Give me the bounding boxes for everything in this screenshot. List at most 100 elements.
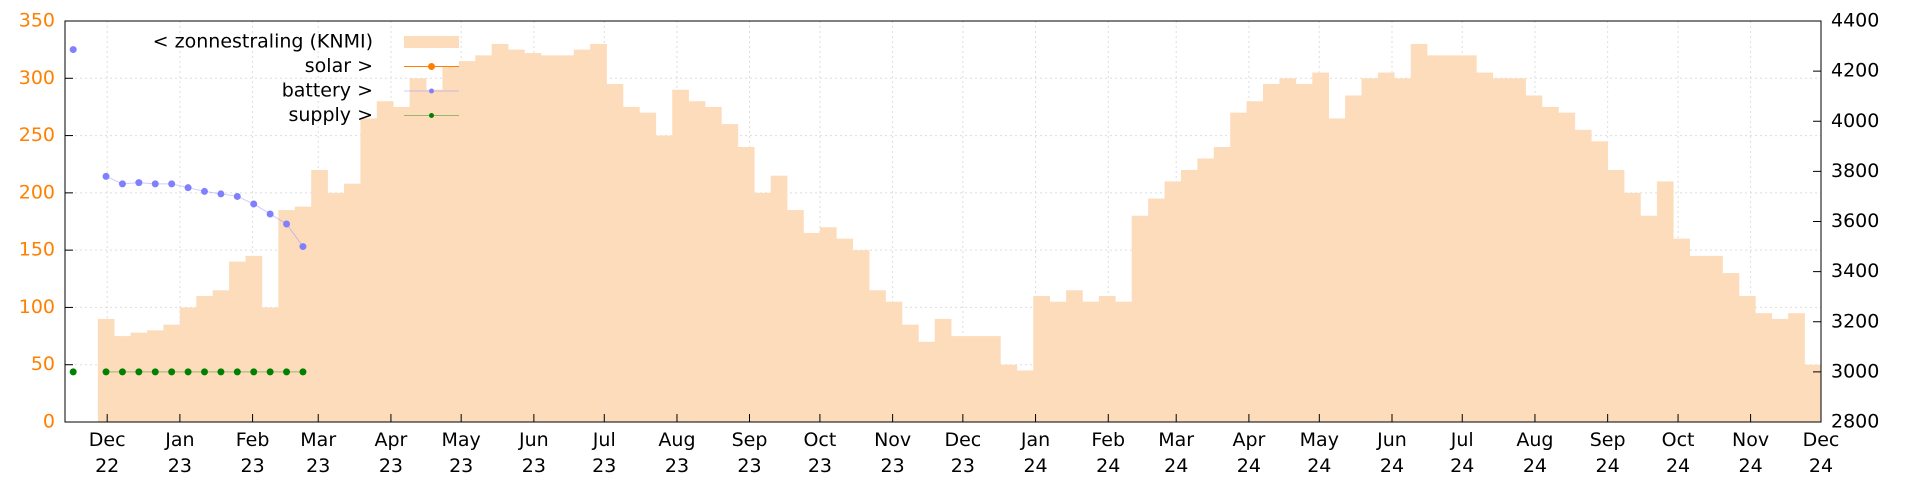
x-tick-label: Aug 24 xyxy=(1516,429,1554,477)
y-tick-label: 250 xyxy=(19,124,55,146)
x-tick-label: Feb 24 xyxy=(1091,429,1126,477)
point xyxy=(250,200,258,208)
bar xyxy=(918,341,936,422)
bar xyxy=(1558,112,1576,423)
bar xyxy=(409,78,427,423)
bar xyxy=(754,192,771,422)
bar xyxy=(491,43,509,423)
bar xyxy=(1328,118,1346,422)
bar xyxy=(1213,147,1231,422)
point xyxy=(102,368,110,376)
bar xyxy=(1377,72,1395,423)
bar xyxy=(1016,370,1034,422)
bar xyxy=(1279,78,1297,423)
bar xyxy=(803,232,821,422)
y-tick-label: 350 xyxy=(19,10,55,32)
y2-tick-label: 4000 xyxy=(1831,110,1879,132)
bar xyxy=(852,250,870,422)
bar xyxy=(1098,295,1116,422)
point xyxy=(200,368,208,376)
point xyxy=(299,368,307,376)
bar xyxy=(1443,55,1461,422)
bar xyxy=(1624,192,1641,422)
bar xyxy=(1000,364,1018,422)
bar xyxy=(212,290,230,422)
bar xyxy=(1738,295,1756,422)
bar xyxy=(901,324,919,422)
bar xyxy=(672,89,689,422)
bar xyxy=(442,66,460,422)
x-tick-label: Jun 23 xyxy=(519,429,549,477)
point xyxy=(69,46,77,54)
bar xyxy=(557,55,575,422)
plot-frame xyxy=(64,20,1822,423)
x-tick-label: Nov 24 xyxy=(1732,429,1770,477)
bar xyxy=(1542,106,1559,422)
x-tick-label: Sep 24 xyxy=(1589,429,1626,477)
x-tick-label: May 24 xyxy=(1299,429,1339,477)
y2-tick-label: 3800 xyxy=(1831,160,1879,182)
x-tick-label: Nov 23 xyxy=(874,429,912,477)
x-tick-label: Jul 23 xyxy=(592,429,617,477)
bar xyxy=(787,210,804,422)
bar xyxy=(229,261,246,422)
bar xyxy=(1361,78,1379,423)
bar xyxy=(1755,313,1773,422)
y2-tick-label: 3400 xyxy=(1831,260,1879,282)
bar xyxy=(606,84,624,422)
legend-swatch xyxy=(404,36,459,48)
bar xyxy=(934,318,952,422)
bar xyxy=(196,295,214,422)
point xyxy=(217,190,225,198)
bar xyxy=(1148,198,1165,422)
bar xyxy=(1591,141,1608,423)
point xyxy=(168,368,176,376)
x-tick-label: Mar 23 xyxy=(300,429,337,477)
bar xyxy=(524,53,542,423)
point xyxy=(168,180,176,188)
x-tick-label: Aug 23 xyxy=(658,429,696,477)
bar xyxy=(261,307,279,422)
x-tick-label: Jan 23 xyxy=(165,429,195,477)
y-tick-label: 150 xyxy=(19,239,55,261)
x-tick-label: Mar 24 xyxy=(1158,429,1195,477)
x-tick-label: Jan 24 xyxy=(1020,429,1051,477)
point xyxy=(233,368,241,376)
point xyxy=(151,180,159,188)
x-tick-label: Sep 23 xyxy=(731,429,768,477)
bar xyxy=(1410,43,1428,423)
bar xyxy=(1722,273,1740,422)
x-tick-label: Apr 24 xyxy=(1232,429,1266,477)
legend-swatch xyxy=(429,88,434,94)
legend-swatch xyxy=(429,113,434,118)
bar xyxy=(1673,238,1691,422)
bar xyxy=(311,169,328,422)
y2-tick-label: 3000 xyxy=(1831,360,1879,382)
bar xyxy=(721,124,739,422)
bar xyxy=(1640,215,1658,422)
bar xyxy=(639,112,657,423)
point xyxy=(118,368,126,376)
bar xyxy=(1295,84,1313,422)
bar xyxy=(1509,78,1526,423)
point xyxy=(266,210,274,218)
x-tick-label: Jul 24 xyxy=(1450,429,1475,477)
bar xyxy=(967,336,985,422)
x-tick-label: Dec 22 xyxy=(88,429,126,477)
bar xyxy=(393,106,410,422)
bar xyxy=(1492,78,1510,423)
y-tick-label: 200 xyxy=(19,181,55,203)
x-tick-label: Dec 23 xyxy=(944,429,982,477)
x-tick-label: Oct 24 xyxy=(1661,429,1695,477)
bar xyxy=(475,55,492,422)
bar xyxy=(1246,101,1264,422)
bar xyxy=(984,336,1001,422)
bar xyxy=(1788,313,1805,422)
point xyxy=(118,180,126,188)
bar xyxy=(1345,95,1362,422)
point xyxy=(250,368,258,376)
legend-label: battery > xyxy=(282,80,373,102)
point xyxy=(135,179,143,187)
